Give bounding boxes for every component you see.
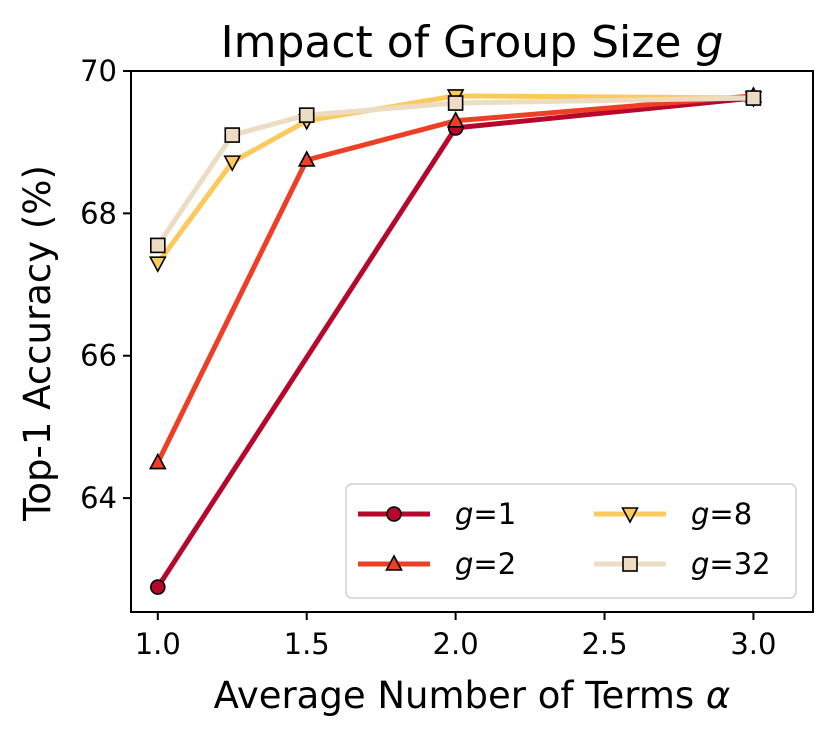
y-axis-label: Top-1 Accuracy (%): [16, 165, 59, 522]
legend-item: g=2: [358, 547, 516, 581]
plot-frame: [130, 70, 814, 613]
data-point: [297, 150, 316, 167]
legend-item: g=1: [358, 497, 516, 531]
legend-marker: [385, 554, 403, 571]
series-line: [155, 93, 756, 465]
series-3: [150, 90, 762, 254]
series-layer: [148, 86, 763, 595]
x-tick-label: 3.0: [730, 627, 776, 661]
x-tick-label: 1.5: [284, 627, 330, 661]
legend-marker: [386, 506, 402, 522]
data-point: [223, 155, 242, 172]
legend-label: g=2: [455, 547, 516, 581]
axis-ticks: 1.0 1.5 2.0 2.5 3.0 64 66 68 70: [80, 54, 776, 661]
legend-item: g=32: [594, 547, 771, 581]
data-point: [150, 237, 166, 254]
x-axis-label: Average Number of Terms α: [214, 674, 731, 717]
legend-frame: [345, 483, 797, 599]
x-tick-label: 2.0: [433, 627, 479, 661]
data-point: [224, 127, 241, 143]
data-point: [148, 452, 167, 470]
legend-label: g=8: [691, 497, 752, 531]
legend-marker: [622, 556, 638, 572]
y-tick-label: 70: [80, 54, 117, 88]
legend-label: g=32: [691, 547, 771, 581]
x-tick-label: 1.0: [135, 627, 181, 661]
chart-title: Impact of Group Size g: [221, 17, 724, 68]
legend-marker: [621, 507, 639, 524]
y-tick-label: 64: [80, 481, 117, 515]
x-tick-label: 2.5: [581, 627, 627, 661]
legend: g=1 g=2 g=8 g=32: [345, 483, 797, 599]
data-point: [148, 256, 167, 273]
data-point: [447, 95, 464, 111]
data-point: [446, 111, 465, 128]
series-1: [148, 86, 763, 470]
y-tick-label: 66: [80, 339, 117, 373]
y-tick-label: 68: [80, 196, 117, 230]
data-point: [298, 107, 315, 123]
data-point: [745, 90, 762, 106]
data-point: [150, 579, 166, 595]
legend-label: g=1: [455, 497, 516, 531]
legend-item: g=8: [594, 497, 752, 531]
